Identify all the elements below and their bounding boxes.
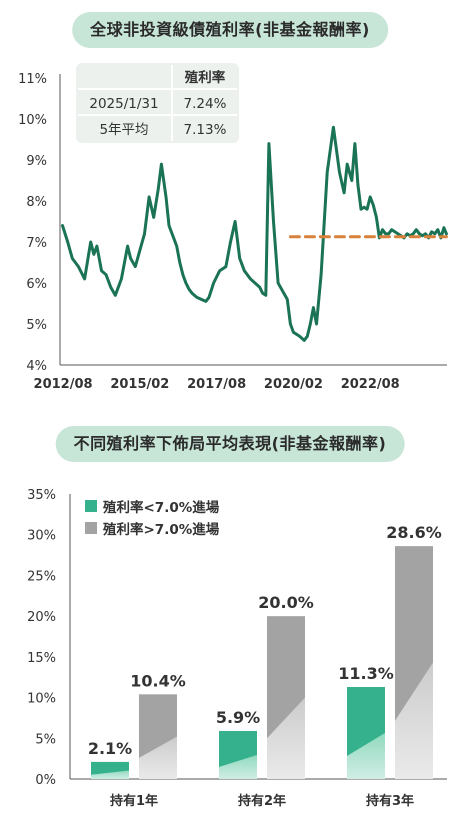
bar-shading [91,770,129,779]
bar-value-label: 20.0% [258,593,314,612]
table-header: 殖利率 [184,69,226,86]
table-row-value: 7.13% [184,122,227,138]
legend-swatch [85,522,97,534]
yield-line-chart: 11% 10% 9% 8% 7% 6% 5% 4% 2012/08 2015/02 2017/08 2… [18,63,448,392]
y-tick-label: 30% [27,529,56,544]
category-label: 持有2年 [238,793,286,809]
bar-shading [347,732,385,779]
bar-value-label: 28.6% [386,523,442,542]
bar-shading [139,736,177,779]
yield-line [61,125,448,342]
y-tick-label: 5% [26,318,47,333]
y-tick-label: 9% [26,154,47,169]
bar-value-label: 11.3% [338,664,394,683]
y-tick-label: 5% [35,732,56,747]
table-row-label: 5年平均 [99,122,148,138]
y-tick-label: 11% [18,72,47,87]
y-tick-label: 25% [27,569,56,584]
y-tick-label: 35% [27,488,56,503]
category-label: 持有3年 [366,793,414,809]
bar-value-label: 2.1% [88,739,132,758]
y-tick-label: 10% [27,692,56,707]
y-tick-label: 0% [35,773,56,788]
bar-shading [219,754,257,779]
category-label: 持有1年 [110,793,158,809]
bar-chart-title: 不同殖利率下佈局平均表現(非基金報酬率) [55,426,405,462]
legend-label: 殖利率<7.0%進場 [102,499,220,516]
bar-shading [267,697,305,779]
y-tick-label: 8% [26,195,47,210]
x-tick-label: 2017/08 [187,377,246,392]
bar-shading [395,662,433,779]
x-tick-label: 2020/02 [264,377,323,392]
legend-label: 殖利率>7.0%進場 [102,521,220,538]
x-tick-label: 2012/08 [34,377,93,392]
table-background [76,63,239,143]
y-tick-label: 6% [26,277,47,292]
x-tick-label: 2022/08 [341,377,400,392]
line-chart-title: 全球非投資級債殖利率(非基金報酬率) [72,12,388,48]
table-row-value: 7.24% [184,96,227,112]
y-tick-label: 20% [27,610,56,625]
legend-swatch [85,500,97,512]
x-tick-label: 2015/02 [110,377,169,392]
y-tick-label: 10% [18,113,47,128]
bar-value-label: 5.9% [216,708,260,727]
y-tick-label: 4% [26,359,47,374]
bar-value-label: 10.4% [130,671,186,690]
table-row-label: 2025/1/31 [89,96,158,112]
y-tick-label: 7% [26,236,47,251]
y-tick-label: 15% [27,651,56,666]
